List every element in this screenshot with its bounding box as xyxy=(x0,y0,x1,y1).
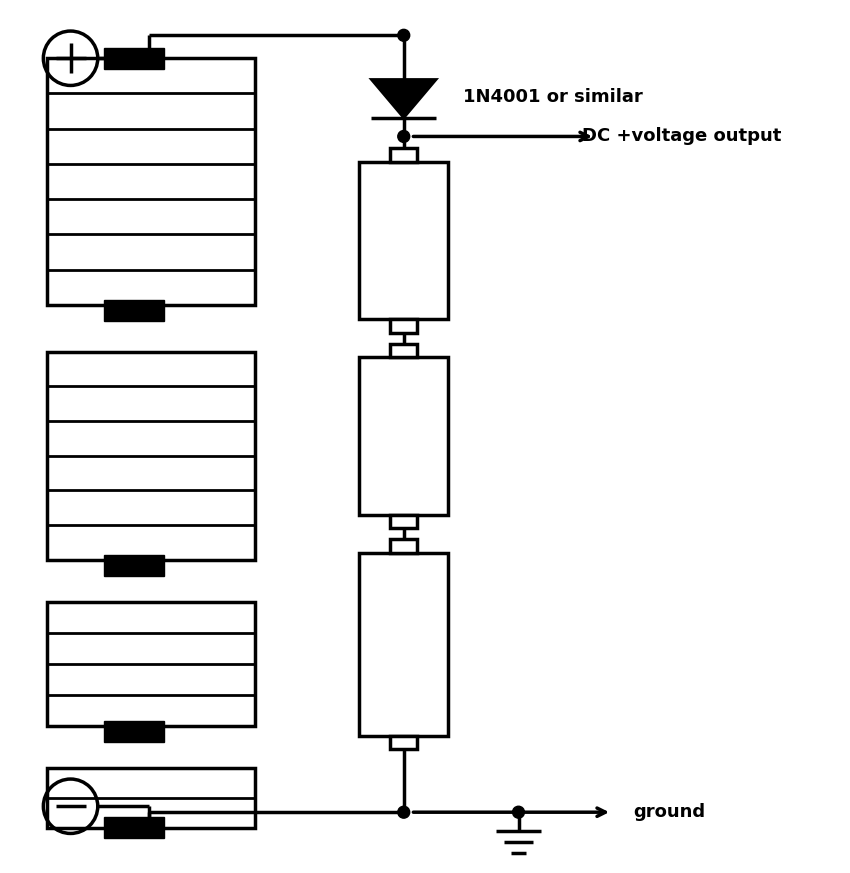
Circle shape xyxy=(398,30,410,41)
Circle shape xyxy=(513,807,524,818)
Bar xyxy=(47,768,255,828)
Bar xyxy=(105,555,164,576)
Circle shape xyxy=(398,807,410,818)
Bar xyxy=(390,148,417,162)
Circle shape xyxy=(398,130,410,142)
Bar xyxy=(390,344,417,357)
Bar xyxy=(105,721,164,742)
Bar xyxy=(390,515,417,528)
Bar xyxy=(359,553,449,736)
Text: ground: ground xyxy=(633,803,706,821)
Bar xyxy=(105,817,164,838)
Bar xyxy=(359,357,449,515)
Text: 1N4001 or similar: 1N4001 or similar xyxy=(463,87,643,106)
Bar xyxy=(105,300,164,321)
Bar xyxy=(390,736,417,749)
Bar xyxy=(390,540,417,553)
Bar xyxy=(47,602,255,725)
Bar xyxy=(390,320,417,333)
Bar xyxy=(47,352,255,560)
Bar xyxy=(359,162,449,320)
Polygon shape xyxy=(371,79,436,118)
Bar xyxy=(47,58,255,305)
Text: DC +voltage output: DC +voltage output xyxy=(582,127,782,146)
Bar xyxy=(105,48,164,69)
